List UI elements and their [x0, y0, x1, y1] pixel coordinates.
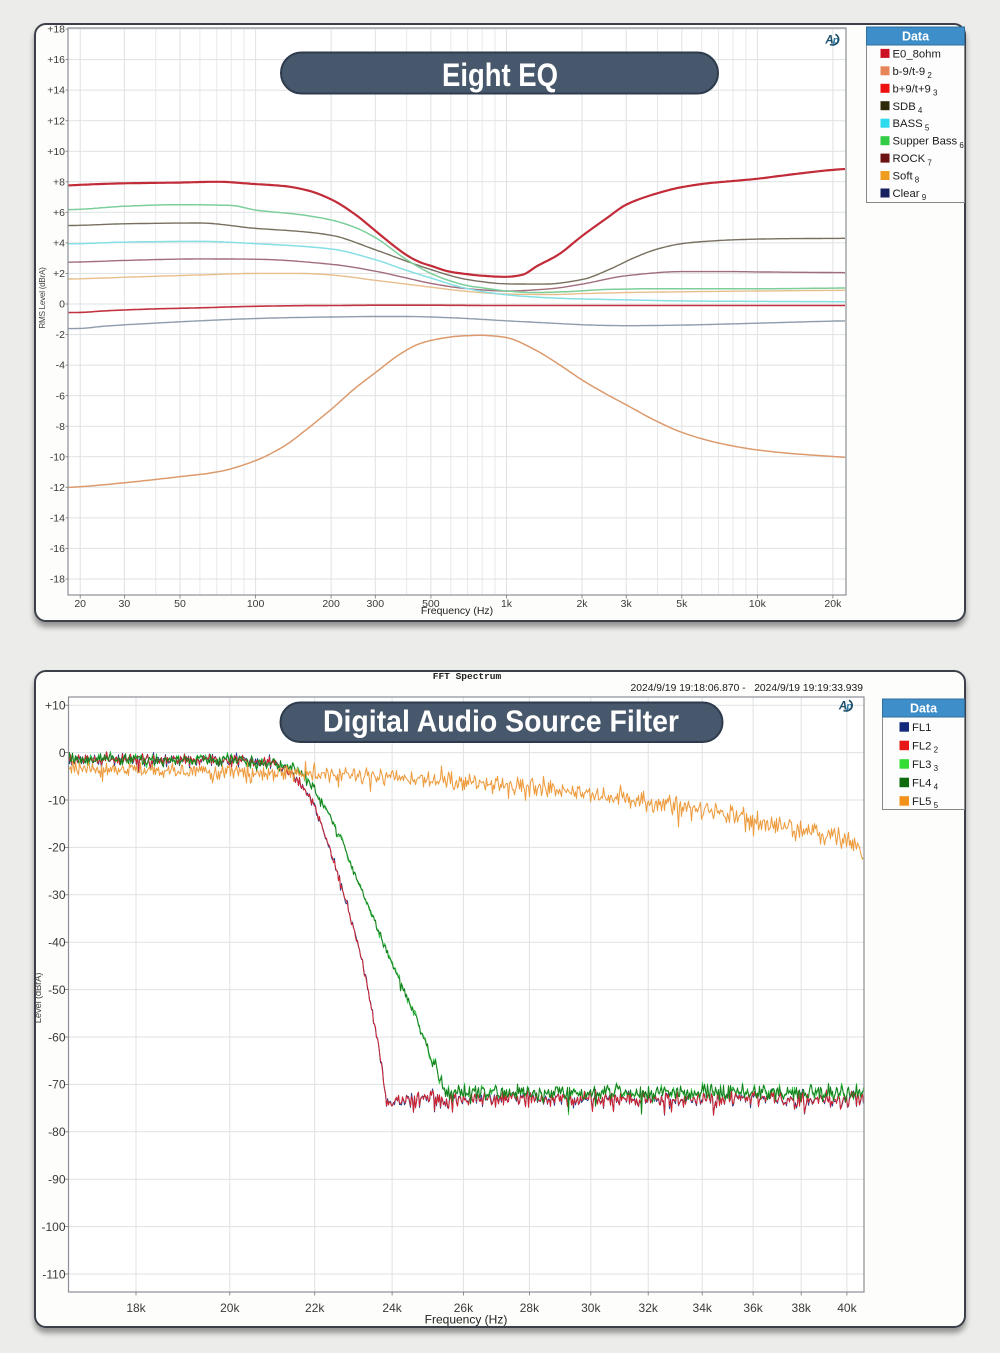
svg-text:-16: -16: [50, 543, 65, 555]
svg-text:200: 200: [322, 598, 340, 610]
svg-text:b+9/t+93: b+9/t+9 3: [893, 83, 939, 97]
svg-text:E0_8ohm: E0_8ohm: [893, 48, 941, 60]
svg-text:-6: -6: [56, 390, 65, 402]
svg-text:50: 50: [174, 598, 186, 610]
svg-text:38k: 38k: [792, 1301, 812, 1315]
svg-text:-4: -4: [56, 360, 65, 372]
svg-text:+4: +4: [53, 238, 65, 250]
svg-text:+8: +8: [53, 176, 65, 188]
svg-text:Digital Audio Source Filter: Digital Audio Source Filter: [323, 704, 679, 739]
svg-text:10k: 10k: [749, 598, 767, 610]
svg-text:-8: -8: [56, 421, 65, 433]
svg-text:+2: +2: [53, 268, 65, 280]
svg-text:22k: 22k: [305, 1301, 325, 1315]
svg-text:18k: 18k: [126, 1301, 146, 1315]
svg-text:-100: -100: [41, 1220, 65, 1234]
svg-text:+14: +14: [47, 85, 65, 97]
svg-text:2024/9/19 19:18:06.870 - 202: 2024/9/19 19:18:06.870 - 2024/9/19 19:19…: [631, 683, 864, 694]
svg-text:-80: -80: [48, 1125, 66, 1139]
svg-text:b-9/t-92: b-9/t-9 2: [893, 66, 933, 80]
svg-text:Data: Data: [902, 30, 930, 44]
svg-text:-10: -10: [48, 793, 66, 807]
svg-text:36k: 36k: [743, 1301, 763, 1315]
svg-text:34k: 34k: [693, 1301, 713, 1315]
svg-text:Level (dBrA): Level (dBrA): [33, 973, 44, 1023]
svg-text:0: 0: [59, 746, 66, 760]
svg-text:+16: +16: [47, 54, 65, 66]
svg-text:A: A: [838, 701, 847, 713]
svg-text:+10: +10: [47, 146, 65, 158]
svg-text:FL1: FL1: [912, 722, 931, 734]
svg-text:28k: 28k: [520, 1301, 540, 1315]
svg-text:2k: 2k: [576, 598, 588, 610]
svg-text:20k: 20k: [220, 1301, 240, 1315]
svg-text:RMS Level (dBrA): RMS Level (dBrA): [38, 267, 47, 329]
svg-text:-20: -20: [48, 841, 66, 855]
svg-text:p: p: [845, 701, 853, 713]
svg-text:-50: -50: [48, 983, 66, 997]
svg-text:Eight EQ: Eight EQ: [442, 57, 558, 93]
svg-text:0: 0: [59, 299, 65, 311]
svg-text:100: 100: [247, 598, 265, 610]
svg-text:500: 500: [422, 598, 440, 610]
svg-text:-40: -40: [48, 936, 66, 950]
svg-text:FFT Spectrum: FFT Spectrum: [433, 671, 502, 682]
svg-text:40k: 40k: [837, 1301, 857, 1315]
svg-text:-90: -90: [48, 1173, 66, 1187]
svg-text:+6: +6: [53, 207, 65, 219]
svg-text:Data: Data: [910, 702, 938, 716]
svg-text:32k: 32k: [639, 1301, 659, 1315]
svg-text:-30: -30: [48, 888, 66, 902]
svg-text:-14: -14: [50, 513, 65, 525]
svg-text:-110: -110: [42, 1267, 65, 1281]
svg-text:Frequency (Hz): Frequency (Hz): [425, 1313, 508, 1327]
svg-text:-12: -12: [50, 482, 65, 494]
svg-text:5k: 5k: [676, 598, 688, 610]
svg-text:1k: 1k: [501, 598, 513, 610]
svg-text:+18: +18: [47, 24, 65, 36]
svg-text:3k: 3k: [621, 598, 633, 610]
svg-text:20k: 20k: [824, 598, 842, 610]
svg-text:24k: 24k: [382, 1301, 402, 1315]
svg-text:30k: 30k: [581, 1301, 601, 1315]
svg-text:-10: -10: [50, 451, 65, 463]
svg-text:300: 300: [367, 598, 385, 610]
svg-text:+10: +10: [45, 699, 66, 713]
svg-text:-70: -70: [48, 1078, 66, 1092]
svg-text:+12: +12: [47, 115, 65, 127]
svg-text:26k: 26k: [454, 1301, 474, 1315]
svg-text:A: A: [824, 35, 833, 47]
svg-text:Frequency (Hz): Frequency (Hz): [421, 605, 493, 617]
svg-text:-18: -18: [50, 574, 65, 586]
svg-text:-2: -2: [56, 329, 65, 341]
svg-text:20: 20: [74, 598, 86, 610]
svg-text:-60: -60: [48, 1030, 66, 1044]
svg-text:p: p: [832, 35, 840, 47]
svg-text:30: 30: [119, 598, 131, 610]
